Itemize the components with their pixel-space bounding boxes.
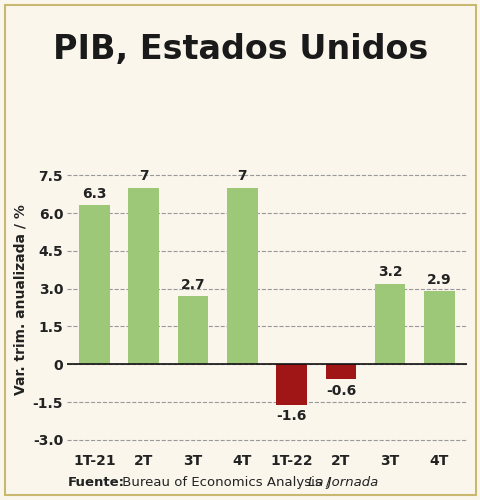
- Text: Fuente:: Fuente:: [67, 476, 124, 489]
- Text: PIB, Estados Unidos: PIB, Estados Unidos: [53, 32, 427, 66]
- Bar: [325, 364, 355, 380]
- Text: 3.2: 3.2: [377, 265, 402, 279]
- Text: La Jornada: La Jornada: [307, 476, 377, 489]
- Text: 6.3: 6.3: [82, 187, 107, 201]
- Bar: [79, 206, 109, 364]
- Y-axis label: Var. trim. anualizada / %: Var. trim. anualizada / %: [13, 204, 27, 396]
- Text: 2.7: 2.7: [180, 278, 205, 291]
- Text: 7: 7: [139, 170, 148, 183]
- Bar: [276, 364, 306, 405]
- Bar: [128, 188, 159, 364]
- Bar: [178, 296, 208, 364]
- Text: 7: 7: [237, 170, 247, 183]
- Text: 2.9: 2.9: [426, 272, 451, 286]
- Text: -0.6: -0.6: [325, 384, 355, 398]
- Text: -1.6: -1.6: [276, 409, 306, 423]
- Bar: [227, 188, 257, 364]
- Bar: [374, 284, 405, 364]
- Bar: [423, 291, 454, 364]
- Text: Bureau of Economics Analysis /: Bureau of Economics Analysis /: [118, 476, 334, 489]
